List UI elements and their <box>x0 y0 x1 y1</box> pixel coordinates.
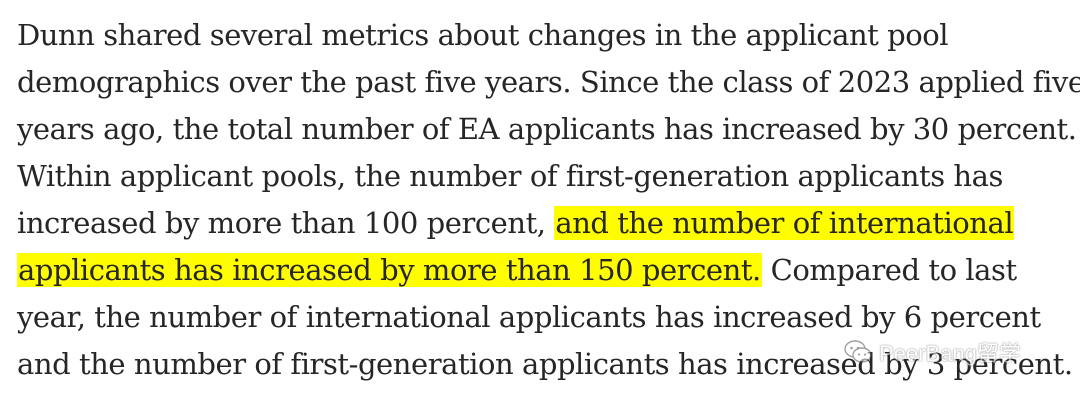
paragraph-line-1: Dunn shared several metrics about change… <box>17 18 949 52</box>
paragraph-line-3: years ago, the total number of EA applic… <box>17 112 1077 146</box>
line-6-text: Compared to last <box>761 253 1017 287</box>
highlighted-text: and the number of international <box>554 206 1015 240</box>
paragraph-line-7: year, the number of international applic… <box>17 300 1041 334</box>
paragraph-line-8: and the number of first-generation appli… <box>17 347 1073 381</box>
watermark: PeerBang留学 <box>843 336 1021 368</box>
paragraph-line-5: increased by more than 100 percent, and … <box>17 200 1075 247</box>
line-5-text: increased by more than 100 percent, <box>17 206 555 240</box>
article-paragraph: Dunn shared several metrics about change… <box>17 12 1080 388</box>
paragraph-line-4: Within applicant pools, the number of fi… <box>17 159 1003 193</box>
highlighted-text: applicants has increased by more than 15… <box>17 253 762 287</box>
paragraph-line-6: applicants has increased by more than 15… <box>17 247 1075 294</box>
paragraph-line-2: demographics over the past five years. S… <box>17 65 1080 99</box>
wechat-icon <box>844 340 872 363</box>
watermark-text: PeerBang留学 <box>879 341 1021 366</box>
